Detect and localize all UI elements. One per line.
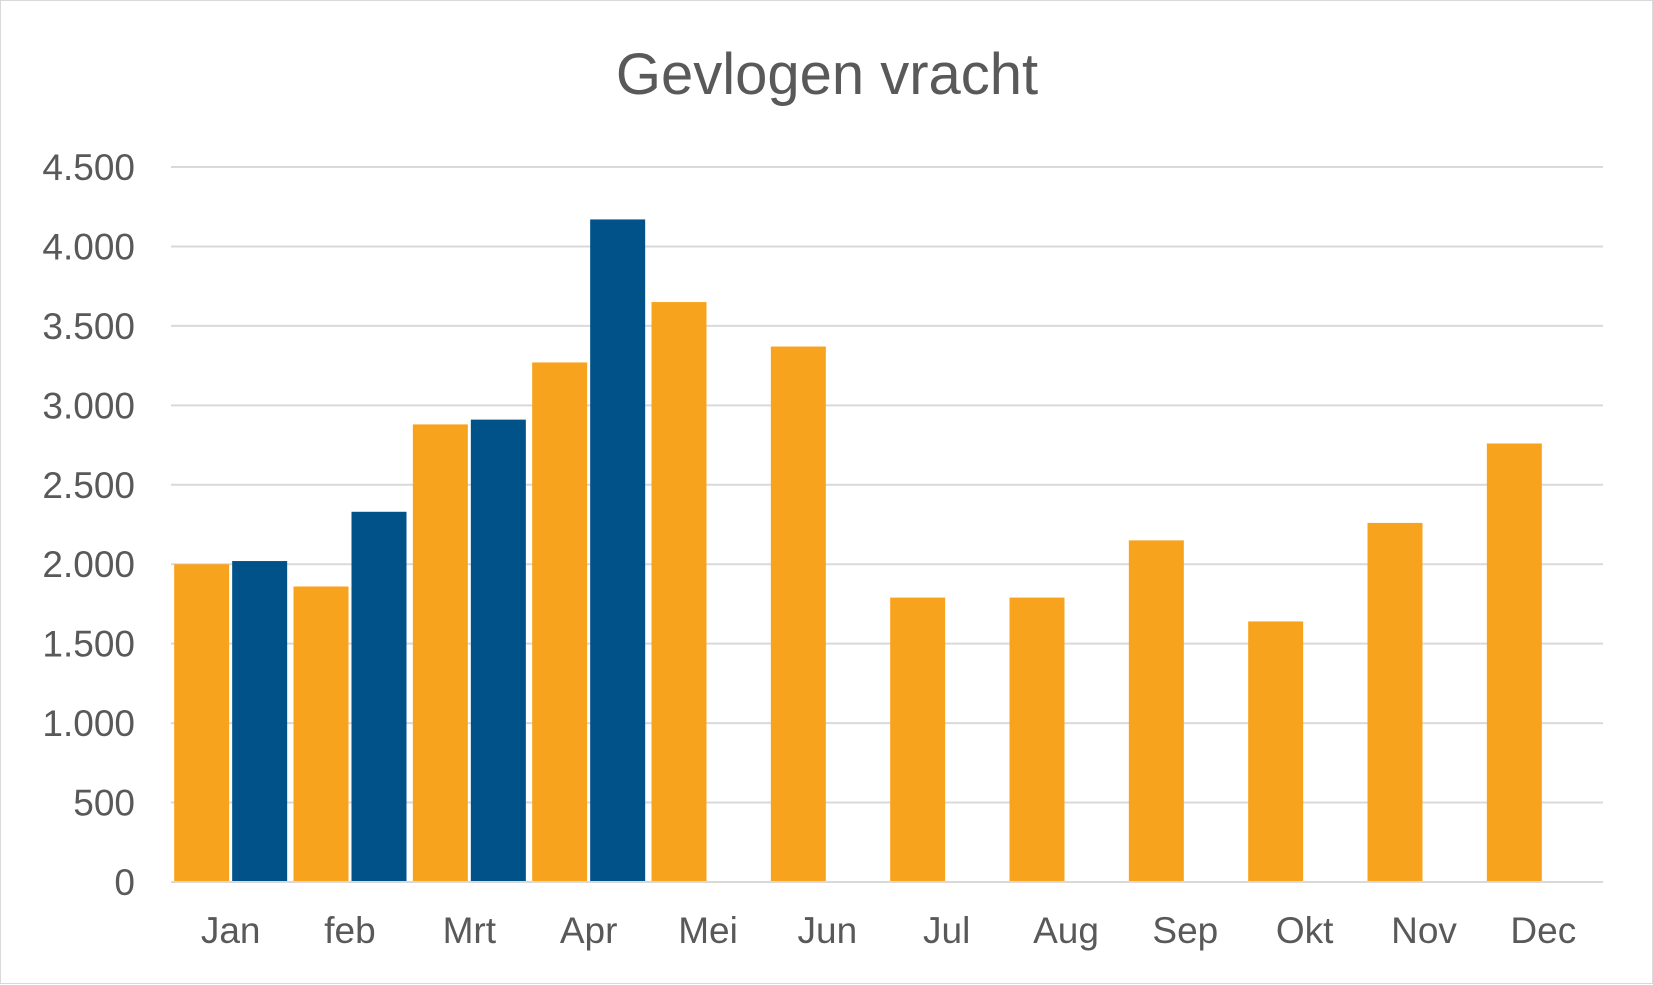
x-tick-label: Jun [798, 910, 858, 951]
bar-jan-s1 [174, 564, 230, 882]
y-tick-label: 1.500 [42, 624, 135, 665]
y-tick-label: 1.000 [42, 703, 135, 744]
bar-jul-s1 [890, 597, 946, 882]
bar-mrt-s2 [470, 419, 526, 882]
chart-title: Gevlogen vracht [616, 42, 1038, 107]
bars [174, 219, 1542, 882]
x-axis-ticks: Jan feb Mrt Apr Mei Jun Jul Aug Sep Okt Nov Dec [201, 910, 1576, 951]
bar-jan-s2 [232, 561, 288, 882]
bar-apr-s2 [590, 219, 646, 882]
bar-aug-s1 [1009, 597, 1065, 882]
x-tick-label: Aug [1033, 910, 1099, 951]
x-tick-label: feb [324, 910, 375, 951]
bar-apr-s1 [532, 362, 588, 882]
y-tick-label: 3.000 [42, 385, 135, 426]
y-tick-label: 3.500 [42, 306, 135, 347]
x-tick-label: Nov [1391, 910, 1457, 951]
x-tick-label: Mrt [443, 910, 497, 951]
gridlines [171, 166, 1603, 804]
y-tick-label: 2.000 [42, 544, 135, 585]
y-axis-ticks: 0 500 1.000 1.500 2.000 2.500 3.000 3.500 4.000 4… [42, 147, 135, 903]
x-tick-label: Apr [560, 910, 618, 951]
bar-mei-s1 [651, 302, 707, 882]
y-tick-label: 0 [114, 862, 135, 903]
x-tick-label: Mei [678, 910, 738, 951]
y-tick-label: 4.500 [42, 147, 135, 188]
x-tick-label: Jul [923, 910, 970, 951]
bar-sep-s1 [1128, 540, 1184, 882]
x-tick-label: Dec [1510, 910, 1576, 951]
y-tick-label: 4.000 [42, 226, 135, 267]
x-tick-label: Jan [201, 910, 261, 951]
bar-mrt-s1 [412, 424, 468, 882]
bar-jun-s1 [770, 346, 826, 882]
bar-nov-s1 [1367, 522, 1423, 882]
bar-feb-s2 [351, 511, 407, 882]
y-tick-label: 2.500 [42, 465, 135, 506]
bar-feb-s1 [293, 586, 349, 882]
x-tick-label: Okt [1276, 910, 1334, 951]
y-tick-label: 500 [73, 783, 135, 824]
x-tick-label: Sep [1152, 910, 1218, 951]
bar-okt-s1 [1248, 621, 1304, 882]
bar-dec-s1 [1486, 443, 1542, 882]
